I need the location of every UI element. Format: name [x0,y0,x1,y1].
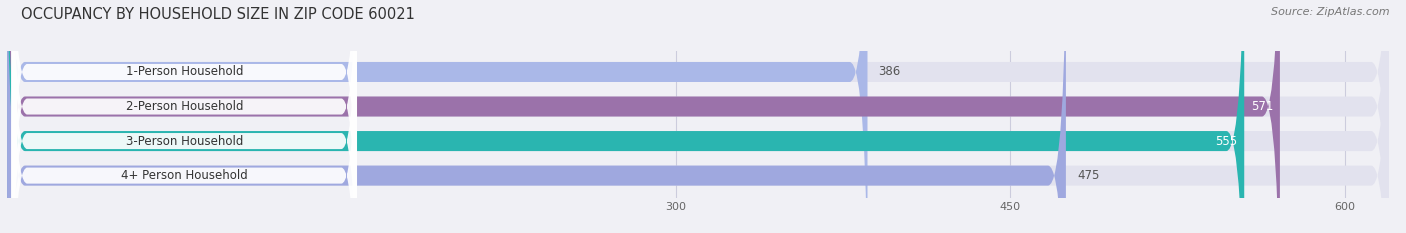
FancyBboxPatch shape [7,0,1066,233]
Text: 2-Person Household: 2-Person Household [125,100,243,113]
FancyBboxPatch shape [7,0,1279,233]
FancyBboxPatch shape [11,0,357,233]
Text: 555: 555 [1215,135,1237,147]
Text: 475: 475 [1077,169,1099,182]
FancyBboxPatch shape [7,0,1244,233]
FancyBboxPatch shape [11,0,357,233]
FancyBboxPatch shape [11,0,357,233]
FancyBboxPatch shape [7,0,868,233]
Text: 3-Person Household: 3-Person Household [125,135,243,147]
FancyBboxPatch shape [7,0,1389,233]
Text: 4+ Person Household: 4+ Person Household [121,169,247,182]
Text: OCCUPANCY BY HOUSEHOLD SIZE IN ZIP CODE 60021: OCCUPANCY BY HOUSEHOLD SIZE IN ZIP CODE … [21,7,415,22]
Text: 571: 571 [1251,100,1274,113]
Text: Source: ZipAtlas.com: Source: ZipAtlas.com [1271,7,1389,17]
Text: 1-Person Household: 1-Person Household [125,65,243,79]
Text: 386: 386 [879,65,901,79]
FancyBboxPatch shape [7,0,1389,233]
FancyBboxPatch shape [7,0,1389,233]
FancyBboxPatch shape [7,0,1389,233]
FancyBboxPatch shape [11,0,357,233]
